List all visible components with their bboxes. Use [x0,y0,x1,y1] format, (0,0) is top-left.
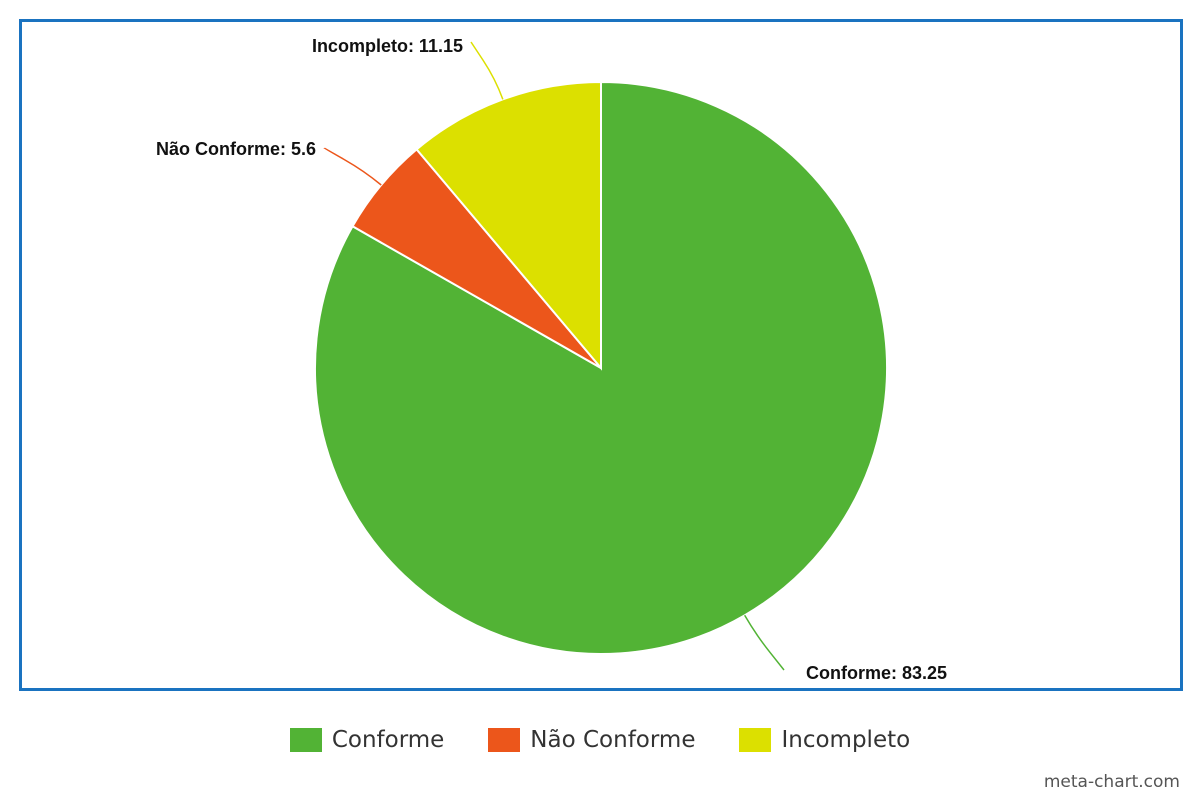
legend: Conforme Não Conforme Incompleto [0,720,1200,760]
chart-frame: Conforme: 83.25 Não Conforme: 5.6 Incomp… [19,19,1183,691]
legend-swatch-nao-conforme [488,728,521,752]
pie-chart: Conforme: 83.25 Não Conforme: 5.6 Incomp… [156,36,947,683]
legend-item-incompleto[interactable]: Incompleto [739,727,910,753]
leader-line-incompleto [470,41,504,100]
legend-item-conforme[interactable]: Conforme [289,727,445,753]
slice-label-nao-conforme: Não Conforme: 5.6 [156,139,316,159]
legend-label: Conforme [331,727,445,753]
leader-lines [323,41,785,671]
leader-line-nao-conforme [323,147,382,186]
pie-slice-incompleto[interactable] [415,80,602,371]
leader-line-conforme [743,614,785,671]
legend-label: Não Conforme [530,727,696,753]
slice-label-conforme: Conforme: 83.25 [806,663,947,683]
legend-item-nao-conforme[interactable]: Não Conforme [488,727,695,753]
slice-label-incompleto: Incompleto: 11.15 [312,36,463,56]
credit-text: meta-chart.com [1043,772,1180,792]
legend-swatch-incompleto [739,728,772,752]
pie-slices [314,80,888,655]
legend-label: Incompleto [781,727,911,753]
legend-swatch-conforme [289,728,322,752]
slice-labels: Conforme: 83.25 Não Conforme: 5.6 Incomp… [156,36,947,683]
